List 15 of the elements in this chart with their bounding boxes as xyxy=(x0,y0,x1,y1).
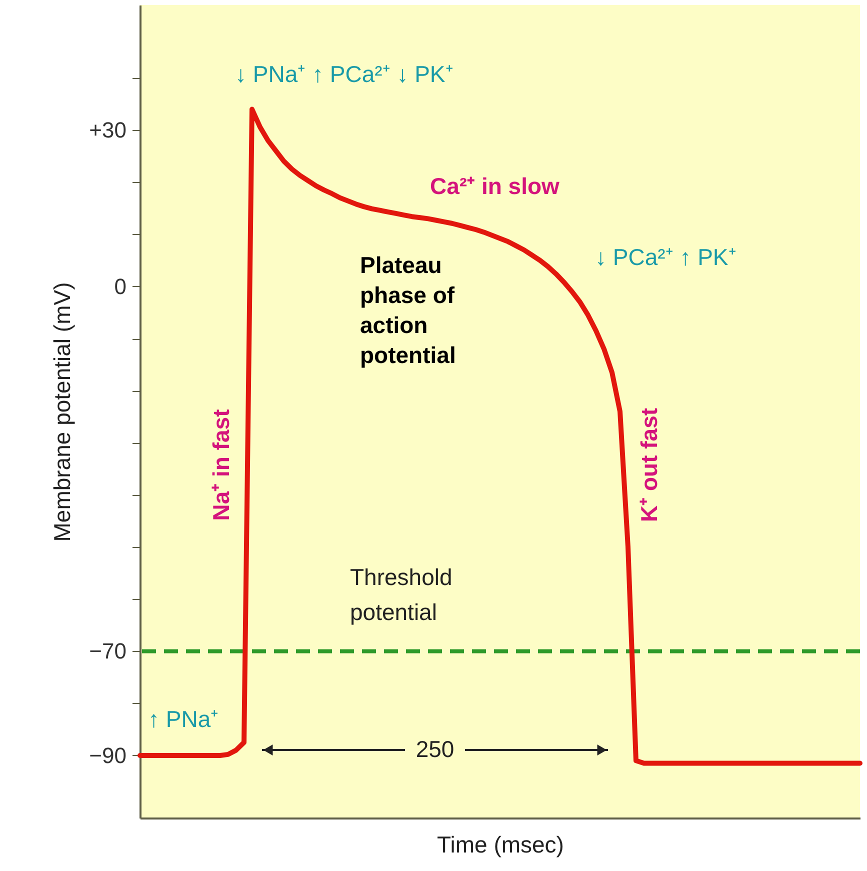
y-tick-label: −70 xyxy=(89,638,126,664)
annotation: ↓ PNa⁺ ↑ PCa²⁺ ↓ PK⁺ xyxy=(235,61,454,87)
y-axis-title: Membrane potential (mV) xyxy=(49,282,76,542)
annotation: Plateau phase of action potential xyxy=(360,252,456,368)
x-axis-title: Time (msec) xyxy=(437,832,564,858)
annotation: Ca²⁺ in slow xyxy=(430,173,560,199)
annotation: ↑ PNa⁺ xyxy=(148,706,219,732)
y-tick-label: +30 xyxy=(89,118,126,143)
annotation: K⁺ out fast xyxy=(636,408,662,522)
annotation: Na⁺ in fast xyxy=(208,408,234,521)
annotation: 250 xyxy=(416,736,454,762)
ref-line-label: Threshold potential xyxy=(350,564,452,626)
annotation: ↓ PCa²⁺ ↑ PK⁺ xyxy=(595,244,736,270)
y-tick-label: 0 xyxy=(114,274,126,299)
y-tick-label: −90 xyxy=(89,742,126,768)
